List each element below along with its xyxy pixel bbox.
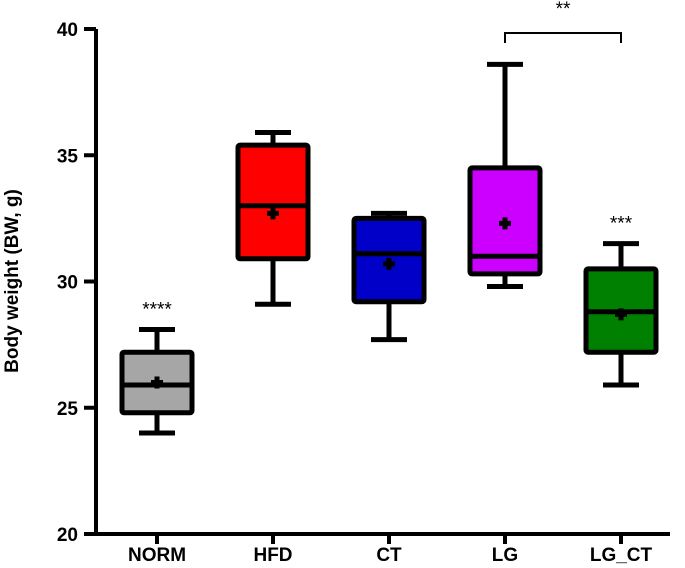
- y-ticks: 20 25 30 35 40: [57, 20, 96, 546]
- mean-marker: [615, 308, 627, 321]
- mean-marker: [383, 257, 395, 270]
- y-tick-label: 25: [57, 399, 79, 420]
- boxes: [119, 61, 659, 436]
- significance-label: ***: [610, 214, 633, 235]
- box-norm: [119, 326, 195, 436]
- box-lg: [467, 61, 543, 290]
- comparison-label: **: [556, 0, 571, 20]
- y-tick-label: 40: [57, 20, 78, 41]
- x-tick-label: HFD: [253, 545, 292, 566]
- x-tick-label: LG_CT: [590, 545, 653, 566]
- box-hfd: [235, 130, 311, 307]
- y-axis-label: Body weight (BW, g): [2, 189, 23, 373]
- y-tick-label: 30: [57, 273, 78, 294]
- comparison-bracket: [504, 32, 622, 43]
- x-tick-label: LG: [492, 545, 518, 566]
- significance-label: ****: [142, 299, 172, 320]
- x-tick-label: NORM: [128, 545, 186, 566]
- mean-marker: [499, 217, 511, 230]
- x-labels: NORM HFD CT LG LG_CT: [128, 534, 653, 566]
- mean-marker: [267, 207, 279, 220]
- annotations: *********: [142, 0, 632, 320]
- mean-marker: [151, 376, 163, 389]
- x-tick-label: CT: [376, 545, 402, 566]
- y-tick-label: 20: [57, 525, 78, 546]
- box-body: [235, 142, 311, 262]
- y-tick-label: 35: [57, 146, 79, 167]
- box-lg-ct: [583, 241, 659, 388]
- box-ct: [351, 210, 427, 343]
